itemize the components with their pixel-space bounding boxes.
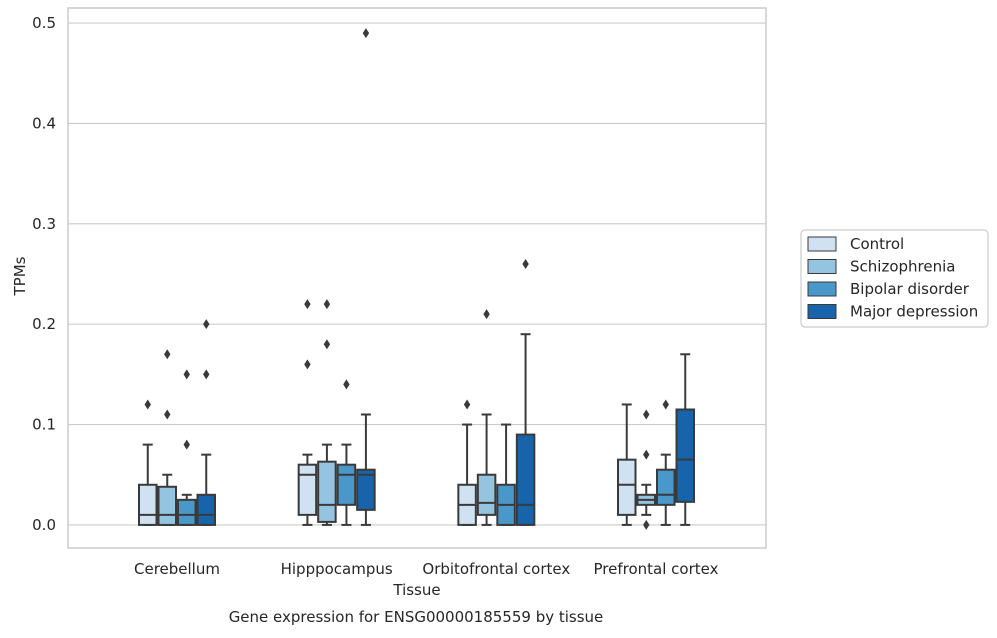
legend-label: Control [850, 235, 904, 253]
x-tick-label: Hipppocampus [281, 560, 393, 578]
box [297, 463, 318, 516]
outlier-point [203, 369, 210, 380]
box [356, 468, 376, 511]
x-tick-labels: Cerebellum Hipppocampus Orbitofrontal cort… [134, 560, 719, 578]
outlier-point [323, 299, 331, 310]
legend-label: Bipolar disorder [850, 280, 970, 298]
box [656, 468, 676, 506]
outlier-point [643, 409, 650, 420]
box [336, 463, 357, 506]
box [138, 483, 158, 526]
x-tick-label: Orbitofrontal cortex [422, 560, 570, 578]
y-tick-label: 0.3 [32, 215, 56, 233]
chart-caption: Gene expression for ENSG00000185559 by t… [229, 608, 604, 626]
legend-label: Major depression [850, 303, 978, 321]
y-axis-label: TPMs [11, 256, 29, 296]
box-control [457, 399, 477, 526]
y-tick-label: 0.4 [32, 114, 56, 132]
outlier-point [463, 399, 471, 410]
box-schizophrenia [476, 309, 497, 526]
outlier-point [643, 449, 650, 460]
box-bipolar-disorder [177, 369, 197, 526]
x-tick-label: Cerebellum [134, 560, 220, 578]
outlier-point [144, 399, 151, 410]
box-bipolar-disorder [336, 379, 357, 526]
box-control [297, 299, 318, 526]
y-tick-label: 0.2 [32, 315, 56, 333]
outlier-point [164, 409, 171, 420]
x-tick-label: Prefrontal cortex [594, 560, 719, 578]
box [617, 458, 637, 516]
box [317, 460, 337, 523]
box-bipolar-disorder [656, 399, 676, 526]
outlier-point [323, 339, 331, 350]
box-major-depression [356, 28, 376, 526]
y-tick-labels: 0.0 0.1 0.2 0.3 0.4 0.5 [32, 14, 56, 534]
box-schizophrenia [157, 349, 177, 526]
box [157, 485, 177, 526]
y-tick-label: 0.5 [32, 14, 56, 32]
outlier-point [362, 28, 370, 39]
legend-swatch [807, 281, 837, 297]
box [675, 408, 695, 503]
outlier-point [643, 519, 650, 530]
box-major-depression [675, 353, 695, 526]
box-bipolar-disorder [496, 423, 516, 526]
gridlines [68, 22, 766, 526]
box-schizophrenia [317, 299, 337, 526]
outlier-point [203, 319, 210, 330]
legend-swatch [807, 259, 837, 274]
box [476, 473, 497, 516]
legend-swatch [807, 236, 837, 252]
legend-frame [800, 229, 989, 328]
box [196, 493, 216, 526]
legend: Control Schizophrenia Bipolar disorder Majo… [800, 229, 989, 328]
legend-swatch [807, 304, 837, 319]
outlier-point [304, 299, 311, 310]
plot-frame [67, 7, 767, 549]
legend-label: Schizophrenia [850, 258, 955, 276]
box-major-depression [196, 319, 216, 526]
outlier-point [304, 359, 311, 370]
box [177, 498, 197, 526]
x-axis-label: Tissue [392, 581, 440, 599]
outlier-point [343, 379, 350, 390]
outlier-point [522, 258, 529, 269]
outlier-point [183, 439, 190, 450]
box-control [617, 403, 637, 526]
box-schizophrenia [636, 409, 656, 530]
box-major-depression [515, 258, 536, 526]
outlier-point [662, 399, 669, 410]
box-control [138, 399, 158, 526]
outlier-point [164, 349, 171, 360]
box [515, 433, 536, 526]
outlier-point [183, 369, 190, 380]
y-tick-label: 0.1 [32, 416, 56, 434]
boxes [138, 28, 695, 530]
outlier-point [483, 309, 490, 320]
y-tick-label: 0.0 [32, 516, 56, 534]
